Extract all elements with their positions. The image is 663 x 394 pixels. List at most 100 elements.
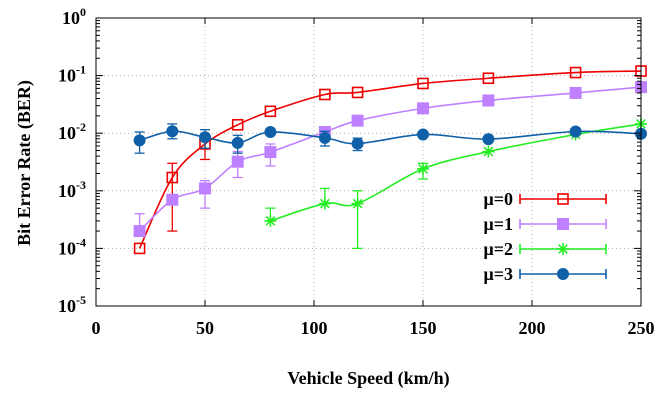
legend-label: μ=1	[484, 214, 513, 234]
data-point	[351, 137, 364, 150]
series-line	[139, 86, 642, 232]
data-point	[351, 197, 364, 210]
x-tick-label: 250	[628, 318, 655, 338]
grid	[96, 18, 641, 306]
marker-shape	[569, 86, 582, 99]
data-point	[264, 146, 277, 159]
legend-label: μ=2	[484, 239, 513, 259]
legend-marker	[557, 218, 569, 230]
x-axis-title: Vehicle Speed (km/h)	[287, 368, 449, 389]
marker-shape	[482, 133, 495, 146]
data-point	[166, 125, 179, 138]
plot-series	[133, 65, 647, 255]
marker-shape	[166, 171, 179, 184]
data-point	[417, 102, 429, 115]
legend-entry-1: μ=1	[484, 214, 607, 234]
data-point	[482, 133, 495, 146]
data-point	[133, 134, 146, 147]
marker-shape	[265, 216, 276, 226]
legend-entry-2: μ=2	[484, 239, 607, 259]
marker-shape	[483, 146, 494, 157]
x-tick-label: 100	[301, 318, 328, 338]
data-point	[133, 225, 146, 238]
marker-shape	[417, 77, 429, 90]
y-tick-label: 100	[62, 5, 86, 28]
legend-marker	[557, 243, 569, 255]
data-point	[264, 125, 277, 138]
marker-shape	[319, 88, 331, 101]
y-tick-label: 10-4	[58, 235, 86, 258]
data-point	[133, 242, 146, 255]
marker-shape	[351, 137, 364, 150]
data-point	[569, 66, 582, 79]
data-point	[231, 155, 244, 168]
data-point	[569, 125, 582, 138]
marker-shape	[482, 94, 495, 107]
marker-shape	[482, 72, 495, 85]
data-point	[569, 86, 582, 99]
marker-shape	[231, 155, 244, 168]
legend-entry-0: μ=0	[484, 189, 607, 209]
series-3	[133, 123, 647, 154]
x-tick-label: 50	[196, 318, 214, 338]
legend-marker	[557, 268, 569, 280]
data-point	[319, 88, 331, 101]
data-point	[417, 128, 429, 141]
y-tick-label: 10-2	[58, 120, 86, 143]
data-point	[351, 114, 364, 127]
marker-shape	[569, 125, 582, 138]
marker-shape	[231, 118, 244, 131]
marker-shape	[351, 114, 364, 127]
legend-label: μ=0	[484, 189, 513, 209]
marker-shape	[558, 244, 568, 254]
marker-shape	[231, 136, 244, 149]
series-line	[139, 130, 642, 145]
y-axis-title: Bit Error Rate (BER)	[14, 80, 35, 246]
data-point	[199, 131, 211, 144]
y-tick-label: 10-1	[58, 63, 86, 86]
marker-shape	[264, 146, 277, 159]
marker-shape	[133, 242, 146, 255]
marker-shape	[264, 125, 277, 138]
data-point	[482, 94, 495, 107]
marker-shape	[264, 105, 277, 118]
marker-shape	[199, 182, 211, 195]
data-point	[231, 136, 244, 149]
legend-marker	[557, 193, 569, 205]
legend-entry-3: μ=3	[484, 264, 607, 284]
data-point	[417, 77, 429, 90]
legend: μ=0 μ=1 μ=2 μ=3	[484, 189, 607, 284]
marker-shape	[351, 86, 364, 99]
data-point	[318, 131, 331, 144]
data-point	[166, 193, 179, 206]
data-point	[231, 118, 244, 131]
y-tick-label: 10-5	[58, 293, 86, 316]
data-point	[166, 171, 179, 184]
marker-shape	[133, 225, 146, 238]
y-tick-label: 10-3	[58, 178, 86, 201]
x-tick-label: 150	[410, 318, 437, 338]
x-tick-label: 0	[92, 318, 101, 338]
data-point	[264, 105, 277, 118]
marker-shape	[166, 125, 179, 138]
marker-shape	[166, 193, 179, 206]
data-point	[417, 162, 429, 175]
x-tick-label: 200	[519, 318, 546, 338]
marker-shape	[417, 128, 429, 141]
marker-shape	[320, 198, 330, 209]
data-point	[351, 86, 364, 99]
marker-shape	[352, 198, 363, 209]
legend-label: μ=3	[484, 264, 513, 284]
data-point	[199, 182, 211, 195]
series-1	[133, 81, 647, 238]
data-point	[482, 145, 495, 158]
marker-shape	[133, 134, 146, 147]
marker-shape	[557, 218, 569, 230]
marker-shape	[569, 66, 582, 79]
marker-shape	[199, 131, 211, 144]
plot-frame	[95, 17, 642, 307]
data-point	[482, 72, 495, 85]
axis-ticks: 0 50 100 150 200 250 100 10-1 10-2 10-3 10-4 10-5	[58, 5, 655, 338]
data-point	[264, 214, 277, 227]
